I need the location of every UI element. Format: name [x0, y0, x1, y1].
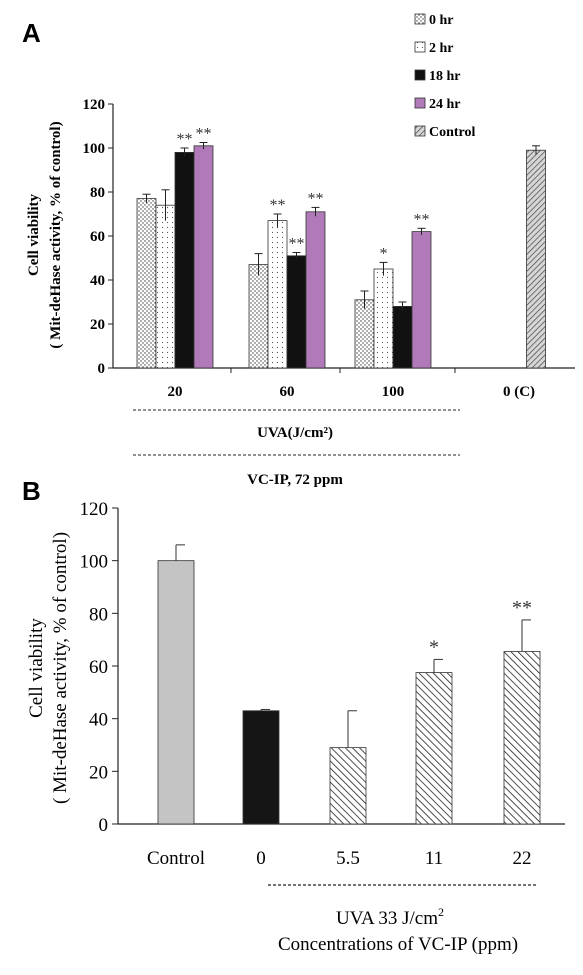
panel-a-xtick-label: 60: [280, 384, 295, 400]
panel-b-bar: [157, 560, 195, 825]
panel-a-legend-label: 24 hr: [429, 97, 461, 112]
panel-a-under-label-1: UVA(J/cm²): [257, 425, 333, 441]
panel-a-ytick-label: 0: [98, 361, 106, 377]
panel-b-chart: Cell viability ( Mit-deHase activity, % …: [26, 532, 537, 955]
panel-a-bar: [526, 149, 546, 369]
panel-a-bar: [305, 211, 326, 369]
panel-b-ytick-label: 60: [89, 657, 108, 678]
panel-a-xtick-label: 100: [382, 384, 405, 400]
panel-a-ytick-label: 20: [90, 317, 105, 333]
panel-a-significance-mark: *: [380, 245, 388, 262]
panel-b-ytick-label: 80: [89, 604, 108, 625]
panel-a-legend-label: 0 hr: [429, 13, 454, 28]
panel-b-ytick-label: 0: [99, 815, 109, 836]
panel-b-significance-mark: **: [512, 597, 532, 619]
panel-a-bar: [136, 198, 157, 369]
panel-b-under-label-1-sup: 2: [438, 905, 444, 919]
panel-a-legend-label: Control: [429, 125, 476, 140]
panel-b-ytick-label: 20: [89, 762, 108, 783]
panel-b-under-label-1: UVA 33 J/cm2: [336, 905, 444, 929]
panel-a-significance-mark: **: [177, 131, 193, 148]
panel-a-legend-swatch: [414, 97, 426, 109]
panel-a-ytick-label: 40: [90, 273, 105, 289]
panel-a-bar: [155, 204, 176, 369]
panel-b-under-label-1-text: UVA 33 J/cm: [336, 908, 438, 929]
panel-a-ytick-label: 60: [90, 229, 105, 245]
panel-a-xtick-label: 0 (C): [503, 384, 535, 400]
panel-a-significance-mark: **: [308, 190, 324, 207]
panel-a-significance-mark: **: [289, 236, 305, 253]
panel-a-bar: [248, 264, 269, 369]
panel-a-ytick-label: 120: [83, 97, 106, 113]
panel-b-ylabel-2: ( Mit-deHase activity, % of control): [50, 532, 71, 804]
panel-a-ylabel-2: ( Mit-deHase activity, % of control): [48, 121, 64, 348]
panel-a-ytick-label: 100: [83, 141, 106, 157]
panel-b-ytick-label: 100: [80, 552, 109, 573]
panel-b-bar: [503, 651, 541, 825]
panel-a-bar: [193, 145, 214, 369]
panel-b-xtick-label: Control: [147, 848, 205, 869]
panel-letter-b: B: [22, 476, 41, 506]
panel-a-legend-swatch: [414, 41, 426, 53]
panel-a-bar: [286, 255, 307, 369]
panel-b-under-label-2: Concentrations of VC-IP (ppm): [278, 934, 518, 955]
panel-a-bar: [373, 268, 394, 369]
panel-a-bar: [392, 305, 413, 369]
panel-a-significance-mark: **: [196, 126, 212, 143]
panel-b-bar: [415, 672, 453, 825]
panel-a-chart: Cell viability ( Mit-deHase activity, % …: [26, 121, 460, 488]
panel-letter-a: A: [22, 18, 41, 48]
panel-b-xtick-label: 5.5: [336, 848, 360, 869]
panel-a-bar: [411, 231, 432, 369]
panel-b-ytick-label: 120: [80, 499, 109, 520]
panel-a-legend-label: 2 hr: [429, 41, 454, 56]
panel-a-ytick-label: 80: [90, 185, 105, 201]
panel-b-bar: [329, 747, 367, 825]
panel-b-xtick-label: 0: [256, 848, 266, 869]
panel-a-ylabel: Cell viability: [26, 193, 42, 276]
panel-a-bar: [354, 299, 375, 369]
panel-a-bar: [267, 220, 288, 369]
panel-b-xtick-label: 11: [425, 848, 443, 869]
panel-b-ytick-label: 40: [89, 710, 108, 731]
panel-a-legend-label: 18 hr: [429, 69, 461, 84]
panel-a-under-label-2: VC-IP, 72 ppm: [247, 472, 343, 488]
panel-a-significance-mark: **: [270, 197, 286, 214]
panel-b-ylabel: Cell viability: [26, 618, 47, 718]
panel-b-xtick-label: 22: [513, 848, 532, 869]
panel-a-xtick-label: 20: [168, 384, 183, 400]
panel-b-significance-mark: *: [429, 636, 439, 658]
panel-b-bar: [242, 710, 280, 825]
panel-a-legend-swatch: [414, 13, 426, 25]
panel-a-legend-swatch: [414, 125, 426, 137]
panel-a-bar: [174, 151, 195, 369]
panel-a-legend-swatch: [414, 69, 426, 81]
panel-a-significance-mark: **: [414, 211, 430, 228]
